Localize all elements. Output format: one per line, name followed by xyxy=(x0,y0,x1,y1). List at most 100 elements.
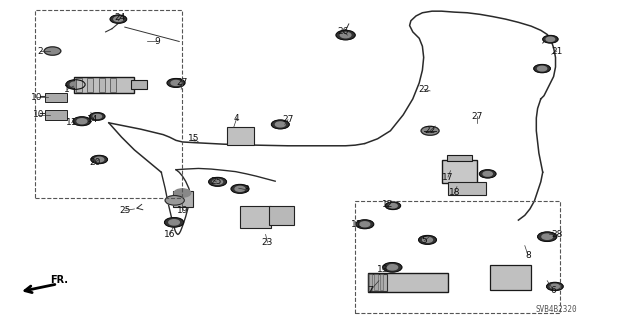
Text: 23: 23 xyxy=(262,238,273,247)
Bar xyxy=(173,191,193,207)
Circle shape xyxy=(171,80,181,85)
Bar xyxy=(374,274,378,290)
Text: 7: 7 xyxy=(368,286,373,295)
Text: 28: 28 xyxy=(551,230,563,239)
Text: 27: 27 xyxy=(282,115,294,124)
Text: 24: 24 xyxy=(115,13,126,22)
Text: 11: 11 xyxy=(351,220,363,229)
Circle shape xyxy=(167,78,185,87)
Circle shape xyxy=(235,186,245,191)
Bar xyxy=(240,206,271,228)
Bar xyxy=(76,78,82,92)
Circle shape xyxy=(212,179,223,184)
Text: 16: 16 xyxy=(164,230,175,239)
Circle shape xyxy=(91,155,108,164)
Text: 3: 3 xyxy=(244,185,249,194)
Text: 1: 1 xyxy=(65,85,70,94)
Circle shape xyxy=(73,117,91,126)
Circle shape xyxy=(547,282,563,291)
Text: FR.: FR. xyxy=(50,275,68,285)
Circle shape xyxy=(209,177,227,186)
Bar xyxy=(35,10,182,198)
Circle shape xyxy=(538,66,547,71)
Text: 22: 22 xyxy=(424,126,436,135)
Bar xyxy=(45,110,67,120)
Text: 27: 27 xyxy=(471,112,483,121)
Text: 4: 4 xyxy=(234,114,239,122)
Bar xyxy=(369,274,372,290)
Circle shape xyxy=(421,126,439,135)
Text: 22: 22 xyxy=(419,85,430,94)
Text: 2: 2 xyxy=(38,47,43,56)
Circle shape xyxy=(271,120,289,129)
Text: 25: 25 xyxy=(119,206,131,215)
Circle shape xyxy=(483,172,492,176)
Bar xyxy=(269,206,294,225)
Text: 18: 18 xyxy=(449,189,460,197)
Circle shape xyxy=(340,33,351,38)
Circle shape xyxy=(385,202,401,210)
Circle shape xyxy=(534,64,550,73)
Bar xyxy=(227,127,254,145)
Text: 5: 5 xyxy=(422,236,427,245)
Bar xyxy=(447,155,472,161)
Circle shape xyxy=(422,237,433,242)
Circle shape xyxy=(164,218,184,227)
Circle shape xyxy=(165,196,184,205)
Bar xyxy=(110,78,116,92)
Circle shape xyxy=(360,222,370,227)
Circle shape xyxy=(538,232,557,241)
Circle shape xyxy=(169,220,179,225)
Circle shape xyxy=(114,17,123,21)
Bar xyxy=(380,274,383,290)
Bar xyxy=(87,78,93,92)
Text: 26: 26 xyxy=(337,27,349,36)
Circle shape xyxy=(66,80,85,89)
Bar xyxy=(99,78,105,92)
Text: 14: 14 xyxy=(87,115,99,124)
Text: 21: 21 xyxy=(551,47,563,56)
Circle shape xyxy=(174,189,191,197)
Circle shape xyxy=(479,170,496,178)
Circle shape xyxy=(70,82,81,87)
Text: 17: 17 xyxy=(442,173,454,182)
Bar xyxy=(368,273,448,292)
Bar xyxy=(45,93,67,102)
Circle shape xyxy=(77,119,87,124)
Text: 13: 13 xyxy=(377,265,388,274)
Circle shape xyxy=(90,113,105,120)
Bar xyxy=(448,182,486,195)
Text: 12: 12 xyxy=(382,200,394,209)
Text: 19: 19 xyxy=(177,206,188,215)
Text: 9: 9 xyxy=(154,37,159,46)
Bar xyxy=(74,77,134,93)
Text: 27: 27 xyxy=(177,78,188,87)
Circle shape xyxy=(388,204,397,208)
Circle shape xyxy=(93,114,102,119)
Text: 10: 10 xyxy=(31,93,43,102)
Text: 20: 20 xyxy=(89,158,100,167)
Bar xyxy=(368,274,387,291)
Circle shape xyxy=(383,263,402,272)
Text: 25: 25 xyxy=(211,177,222,186)
Bar xyxy=(442,160,477,183)
Circle shape xyxy=(44,47,61,55)
Circle shape xyxy=(231,184,249,193)
Bar xyxy=(490,265,531,290)
Circle shape xyxy=(542,234,552,239)
Circle shape xyxy=(387,265,397,270)
Text: 10: 10 xyxy=(33,110,44,119)
Circle shape xyxy=(546,37,555,41)
Circle shape xyxy=(110,15,127,23)
Bar xyxy=(131,80,147,89)
Circle shape xyxy=(336,30,355,40)
Text: 11: 11 xyxy=(66,118,77,127)
Circle shape xyxy=(95,157,104,162)
Text: 15: 15 xyxy=(188,134,199,143)
Circle shape xyxy=(275,122,285,127)
Bar xyxy=(355,201,560,313)
Text: SVB4B2320: SVB4B2320 xyxy=(536,305,578,314)
Text: 6: 6 xyxy=(551,286,556,295)
Circle shape xyxy=(543,35,558,43)
Circle shape xyxy=(356,220,374,229)
